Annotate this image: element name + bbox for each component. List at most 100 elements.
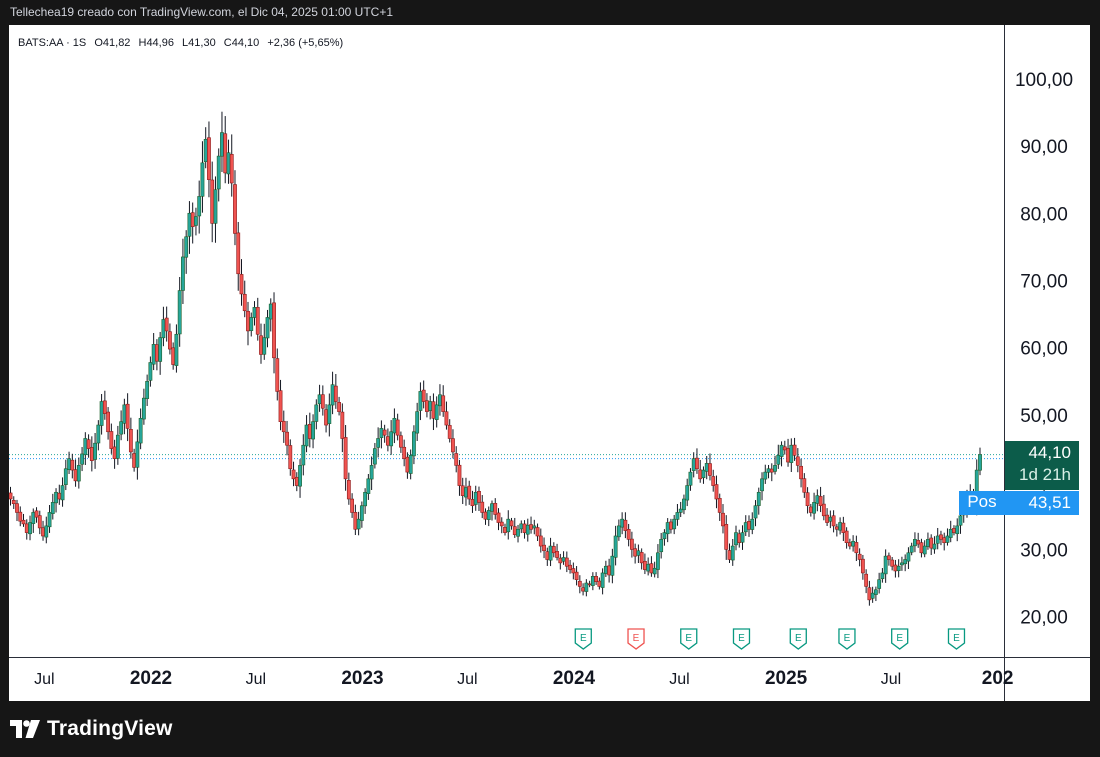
candle (210, 161, 215, 243)
candle (672, 515, 677, 535)
candle-body (109, 431, 114, 449)
x-tick-label: Jul (457, 671, 477, 688)
candle (47, 505, 52, 533)
last-price-badge: 44,10 1d 21h (1005, 441, 1079, 490)
candle (272, 292, 276, 374)
earnings-marker-label: E (896, 633, 903, 644)
candle (18, 506, 23, 527)
candle-body (155, 344, 159, 362)
candle (405, 452, 410, 479)
candle (509, 517, 514, 530)
candle-body (399, 435, 403, 448)
candle-body (317, 394, 322, 405)
candle (805, 487, 810, 514)
candle-body (929, 537, 934, 549)
candle (620, 512, 625, 535)
candle (493, 498, 498, 520)
candle (454, 446, 459, 473)
footer-branding: TradingView (10, 714, 173, 744)
candle (698, 459, 703, 483)
candle (372, 442, 377, 469)
candle (900, 556, 904, 571)
candle (939, 530, 943, 546)
candle-body (203, 138, 208, 163)
x-tick-label: 2024 (553, 668, 596, 689)
position-label[interactable]: Pos (959, 491, 1005, 515)
earnings-marker-shape (627, 628, 645, 650)
candle-body (37, 515, 42, 529)
candle-body (415, 411, 420, 434)
candle-body (132, 453, 137, 468)
candle-body (493, 502, 498, 515)
candle-body (320, 394, 325, 409)
candle-body (857, 553, 862, 560)
candle (551, 542, 556, 558)
candle (769, 463, 774, 482)
candle (346, 472, 351, 505)
candle (952, 525, 956, 536)
candle (350, 493, 355, 518)
candle-body (262, 337, 267, 355)
candle (600, 568, 605, 595)
candle-body (434, 404, 439, 420)
y-tick-label: 100,00 (1015, 70, 1073, 91)
candle-body (480, 501, 485, 513)
candle (200, 141, 205, 213)
candle-body (747, 521, 751, 530)
candle-body (620, 518, 625, 528)
candle (320, 385, 325, 416)
candle (21, 513, 26, 527)
candle-body (327, 404, 332, 424)
candle-body (867, 587, 872, 601)
candle-body (473, 491, 478, 505)
candle (294, 472, 299, 492)
candle-body (158, 337, 163, 362)
candle (311, 414, 315, 449)
candle (955, 518, 960, 542)
candle-body (288, 445, 293, 470)
candle-body (558, 557, 563, 564)
earnings-marker-shape (680, 628, 698, 650)
candle (89, 436, 94, 472)
candle-body (652, 567, 657, 575)
candle (177, 276, 182, 347)
candle-body (47, 512, 52, 528)
candle-body (294, 476, 299, 486)
candle-body (138, 418, 143, 444)
candle (9, 486, 13, 506)
candle (669, 518, 673, 534)
candle-body (538, 535, 543, 547)
candle (265, 309, 270, 348)
candle-body (831, 515, 836, 527)
candlestick-chart[interactable]: 100,0090,0080,0070,0060,0050,0040,0030,0… (9, 25, 1090, 701)
candle (233, 170, 237, 246)
candle-body (903, 559, 908, 565)
candle-body (656, 552, 660, 570)
candle (714, 475, 719, 509)
candle-body (571, 568, 576, 574)
candle-body (60, 485, 65, 501)
candle-body (844, 530, 849, 544)
candle-body (148, 362, 153, 381)
tradingview-wordmark: TradingView (47, 717, 173, 740)
candle (60, 477, 65, 507)
y-tick-label: 80,00 (1020, 204, 1068, 225)
candle-body (50, 502, 55, 514)
candle (522, 520, 527, 539)
candle (812, 492, 816, 520)
candle (821, 494, 826, 521)
candle-body (457, 464, 462, 486)
earnings-marker-label: E (738, 633, 745, 644)
candle (649, 556, 654, 577)
candle-body (122, 404, 127, 424)
candle-body (789, 444, 794, 463)
candle-body (372, 448, 377, 465)
chart-area[interactable]: 100,0090,0080,0070,0060,0050,0040,0030,0… (9, 25, 1090, 701)
candle-body (561, 557, 566, 562)
candle (252, 301, 257, 326)
legend-symbol[interactable]: BATS:AA · 1S (18, 37, 87, 49)
earnings-marker: E (732, 628, 751, 650)
candle-body (769, 468, 774, 473)
x-tick-label: Jul (34, 671, 54, 688)
candle-body (782, 446, 787, 451)
